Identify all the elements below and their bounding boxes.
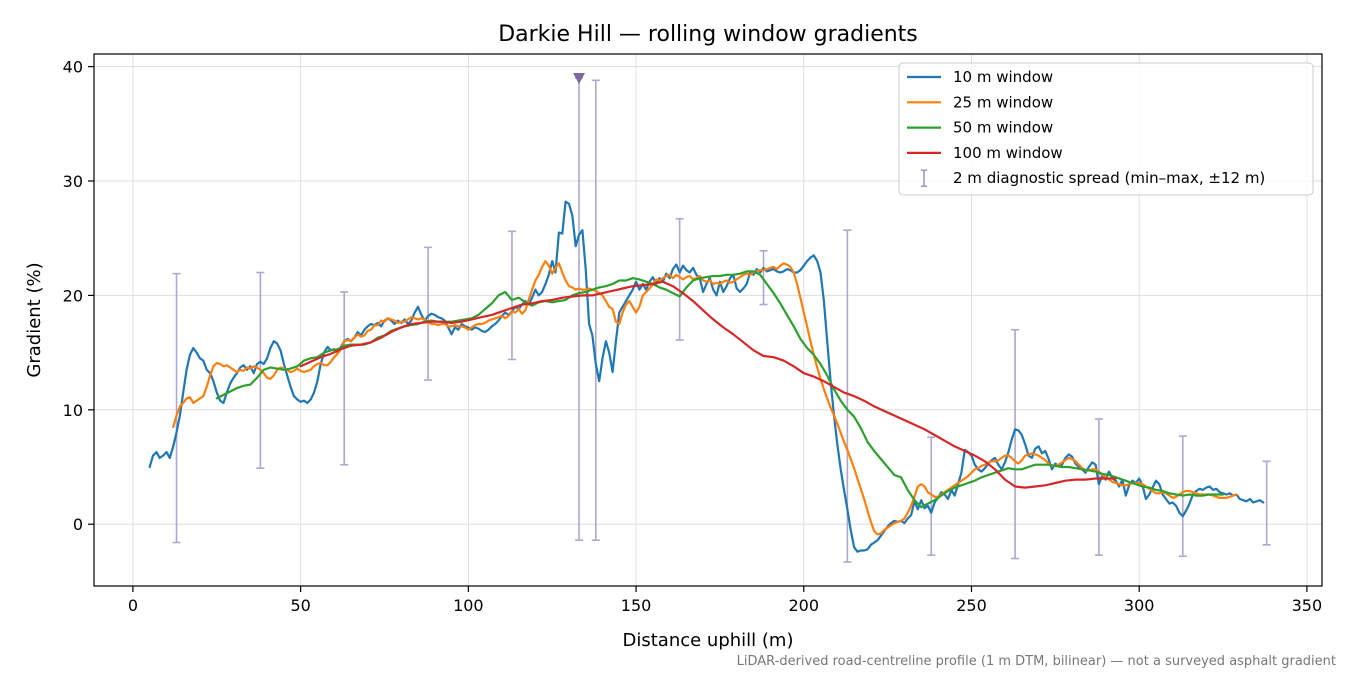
series-lines	[148, 200, 1265, 553]
legend-errorbar-swatch	[921, 169, 927, 187]
x-tick-label: 150	[621, 596, 652, 615]
legend-entry: 10 m window	[953, 68, 1053, 86]
y-axis-ticks: 0 10 20 30 40	[63, 58, 94, 534]
legend-frame	[898, 62, 1314, 196]
clip-markers	[573, 73, 586, 85]
errorbar	[172, 272, 181, 544]
legend-entry: 50 m window	[953, 119, 1053, 137]
legend-entry: 2 m diagnostic spread (min–max, ±12 m)	[953, 169, 1265, 187]
errorbar	[927, 436, 936, 556]
chart-title: Darkie Hill — rolling window gradients	[498, 22, 918, 47]
errorbar	[675, 217, 684, 341]
series-line	[299, 280, 1117, 489]
legend-entry: 100 m window	[953, 144, 1063, 162]
errorbar	[591, 79, 600, 542]
x-axis-ticks: 0 50 100 150 200 250 300 350	[128, 586, 1322, 615]
errorbar	[507, 230, 516, 361]
y-tick-label: 10	[63, 401, 83, 420]
errorbar	[424, 246, 433, 381]
errorbar	[1262, 460, 1271, 546]
errorbar	[340, 291, 349, 466]
legend-entry: 25 m window	[953, 93, 1053, 111]
plot-frame	[93, 53, 1323, 587]
x-axis-label: Distance uphill (m)	[623, 630, 794, 651]
x-tick-label: 250	[956, 596, 987, 615]
legend: 10 m window 25 m window 50 m window 100 m w…	[898, 62, 1314, 196]
clip-marker-triangle	[573, 73, 586, 85]
y-tick-label: 20	[63, 286, 83, 305]
footnote: LiDAR-derived road-centreline profile (1…	[737, 654, 1336, 669]
y-tick-label: 0	[73, 515, 83, 534]
x-tick-label: 0	[128, 596, 138, 615]
diagnostic-spread-errorbars	[172, 77, 1271, 563]
y-tick-label: 30	[63, 172, 83, 191]
x-tick-label: 350	[1292, 596, 1323, 615]
x-tick-label: 200	[788, 596, 819, 615]
errorbar	[1011, 328, 1020, 560]
errorbar	[1094, 418, 1103, 556]
y-axis-label: Gradient (%)	[24, 262, 45, 377]
x-tick-label: 100	[453, 596, 484, 615]
y-tick-label: 40	[63, 58, 83, 77]
series-line	[172, 260, 1238, 536]
x-tick-label: 50	[290, 596, 310, 615]
x-tick-label: 300	[1124, 596, 1155, 615]
